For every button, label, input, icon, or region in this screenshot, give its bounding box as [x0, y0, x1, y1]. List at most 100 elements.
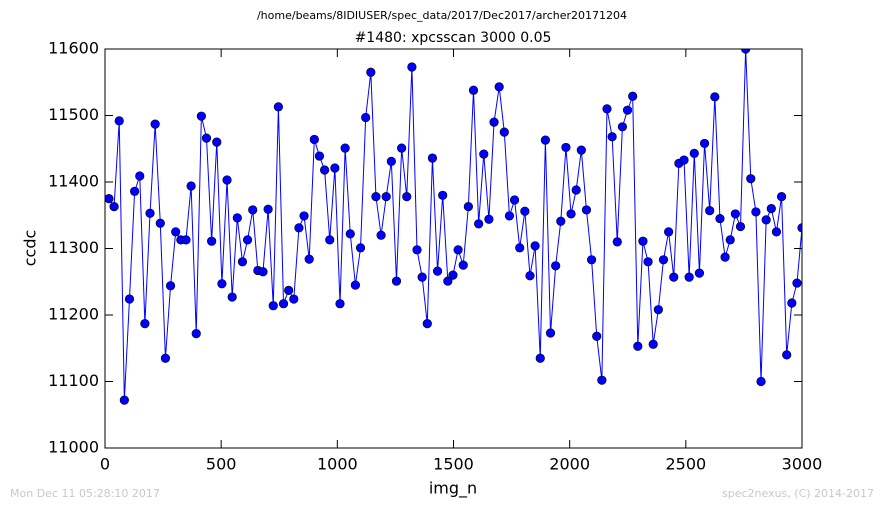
data-point [576, 145, 586, 155]
data-point [725, 235, 735, 245]
data-point [679, 155, 689, 165]
data-point [756, 376, 766, 387]
data-point [705, 205, 715, 216]
data-point [474, 219, 484, 229]
data-point [114, 116, 124, 126]
data-point [432, 266, 443, 276]
data-point [787, 298, 797, 308]
data-point [571, 185, 581, 195]
data-point [746, 174, 756, 184]
data-point [355, 243, 366, 253]
data-point [304, 254, 314, 264]
data-point [248, 205, 258, 215]
data-point [314, 151, 325, 161]
chart-title: #1480: xpcsscan 3000 0.05 [355, 30, 552, 46]
data-point [165, 281, 176, 291]
data-point [391, 276, 402, 286]
timestamp: Mon Dec 11 05:28:10 2017 [10, 487, 160, 500]
data-point [335, 299, 345, 309]
data-point [586, 255, 597, 265]
y-tick-label: 11100 [48, 371, 99, 390]
data-point [412, 245, 422, 255]
data-point [438, 190, 448, 200]
data-point [160, 353, 171, 363]
data-point [710, 92, 720, 102]
data-point [207, 236, 217, 246]
data-point [653, 305, 663, 315]
y-tick-label: 11400 [48, 172, 99, 191]
x-tick-label: 3000 [782, 455, 823, 474]
data-point [258, 267, 268, 277]
data-point [776, 192, 787, 202]
credit: spec2nexus, (C) 2014-2017 [722, 487, 874, 500]
data-point [715, 213, 725, 224]
data-point [155, 218, 165, 228]
x-tick-label: 1500 [433, 455, 474, 474]
data-point [515, 243, 525, 253]
data-point [638, 236, 648, 246]
data-point [201, 133, 212, 143]
data-point [622, 105, 633, 115]
data-point [633, 341, 643, 351]
data-point [751, 207, 761, 217]
suptitle: /home/beams/8IDIUSER/spec_data/2017/Dec2… [257, 9, 627, 22]
data-point [212, 137, 222, 147]
data-point [340, 143, 350, 153]
data-point [232, 213, 242, 223]
data-point [422, 319, 432, 329]
data-point [181, 235, 191, 245]
y-tick-label: 11200 [48, 305, 99, 324]
data-point [771, 227, 782, 237]
data-point [607, 132, 617, 142]
data-point [545, 328, 556, 338]
data-point [171, 227, 181, 237]
data-point [320, 165, 330, 175]
y-tick-label: 11300 [48, 238, 99, 257]
x-tick-label: 0 [100, 455, 110, 474]
data-point [289, 294, 299, 304]
data-point [463, 202, 473, 212]
data-point [766, 204, 776, 214]
data-point [150, 119, 160, 129]
data-point [597, 375, 607, 385]
data-point [217, 279, 227, 289]
data-point [499, 127, 509, 137]
data-point [617, 122, 628, 132]
data-point [105, 194, 114, 204]
data-point [376, 230, 386, 240]
data-point [366, 67, 376, 77]
data-point [196, 111, 206, 121]
data-point [268, 301, 278, 311]
data-point [530, 241, 540, 251]
data-point [468, 85, 479, 95]
data-point [448, 270, 458, 280]
data-point [119, 395, 129, 405]
data-point [628, 91, 638, 101]
data-point [458, 260, 468, 270]
x-tick-label: 2500 [665, 455, 706, 474]
data-point [735, 221, 746, 232]
data-point [684, 272, 694, 282]
y-tick-label: 11600 [48, 39, 99, 58]
data-point [145, 208, 155, 218]
data-point [299, 211, 309, 221]
data-point [124, 294, 135, 304]
data-point [402, 192, 412, 202]
data-point [699, 138, 710, 149]
data-point [535, 353, 545, 363]
data-point [509, 195, 520, 205]
data-point [525, 271, 535, 281]
data-point [222, 175, 232, 185]
data-point [730, 209, 740, 219]
y-tick-label: 11500 [48, 105, 99, 124]
data-point [520, 206, 530, 216]
data-point [186, 181, 196, 191]
data-point [284, 285, 294, 295]
data-point [592, 331, 602, 341]
data-point [782, 350, 792, 360]
data-point [130, 186, 140, 196]
x-tick-label: 1000 [317, 455, 358, 474]
data-point [561, 142, 571, 153]
data-point [761, 215, 771, 225]
data-point [191, 329, 201, 339]
